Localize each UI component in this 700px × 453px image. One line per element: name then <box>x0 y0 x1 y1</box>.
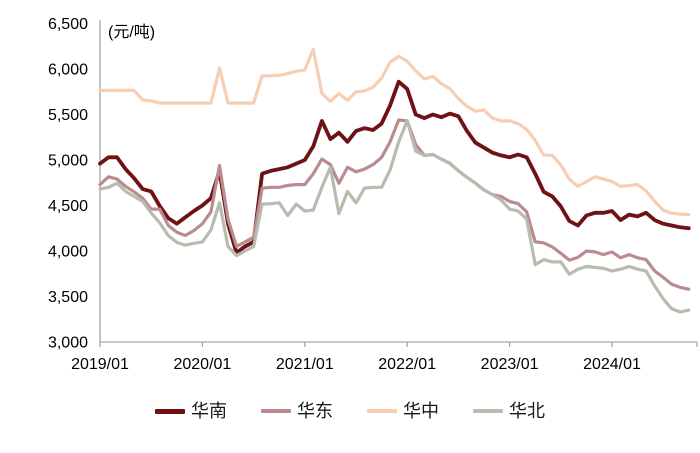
y-tick-label: 6,500 <box>48 16 88 33</box>
series-line-1 <box>98 118 691 291</box>
legend-item-north: 华北 <box>473 402 545 420</box>
x-tick-label: 2024/01 <box>583 356 641 373</box>
legend-item-east: 华东 <box>261 402 333 420</box>
legend-label-south: 华南 <box>191 401 227 421</box>
series-line-0 <box>98 79 691 255</box>
chart-legend: 华南 华东 华中 华北 <box>0 402 700 420</box>
legend-label-north: 华北 <box>509 401 545 421</box>
x-tick-label: 2022/01 <box>378 356 436 373</box>
series-line-3 <box>98 119 691 314</box>
x-tick-label: 2023/01 <box>481 356 539 373</box>
y-tick-label: 3,500 <box>48 289 88 306</box>
legend-swatch-north <box>473 409 503 413</box>
y-tick-label: 5,500 <box>48 107 88 124</box>
legend-item-central: 华中 <box>367 402 439 420</box>
y-tick-label: 5,000 <box>48 153 88 170</box>
y-tick-label: 4,500 <box>48 198 88 215</box>
unit-label: (元/吨) <box>108 23 155 41</box>
x-tick-label: 2019/01 <box>71 356 129 373</box>
x-tick-label: 2021/01 <box>276 356 334 373</box>
y-tick-label: 3,000 <box>48 335 88 352</box>
legend-swatch-east <box>261 409 291 413</box>
legend-swatch-central <box>367 409 397 413</box>
legend-label-east: 华东 <box>297 401 333 421</box>
legend-item-south: 华南 <box>155 402 227 420</box>
y-tick-label: 6,000 <box>48 62 88 79</box>
series-line-2 <box>98 47 691 217</box>
x-tick-label: 2020/01 <box>173 356 231 373</box>
legend-label-central: 华中 <box>403 401 439 421</box>
legend-swatch-south <box>155 408 185 414</box>
y-tick-label: 4,000 <box>48 244 88 261</box>
